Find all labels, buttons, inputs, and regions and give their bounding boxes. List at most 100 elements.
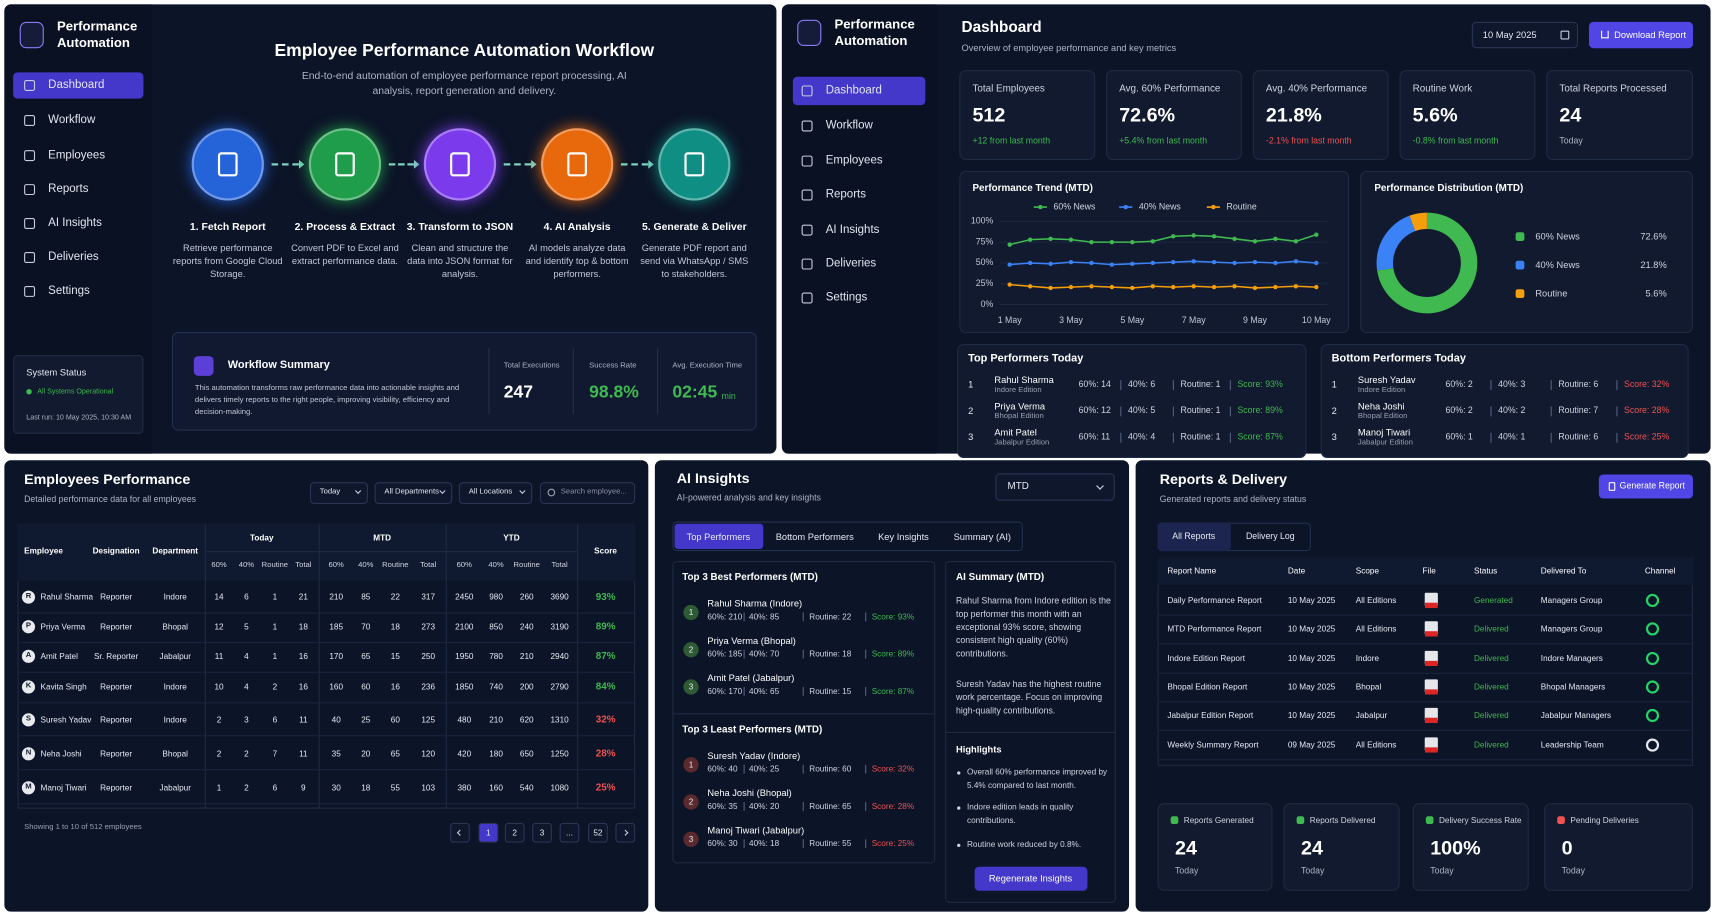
insight-name: Amit Patel (Jabalpur): [707, 672, 795, 684]
cell: 103: [421, 782, 436, 793]
cell: 540: [519, 782, 534, 793]
nav-item[interactable]: Deliveries: [48, 250, 99, 264]
stat: 40%: 70: [749, 648, 780, 659]
step-title: 1. Fetch Report: [189, 221, 266, 234]
legend-value: 5.6%: [1645, 287, 1667, 299]
separator: [743, 687, 745, 696]
stat-card: [1544, 803, 1694, 891]
nav-item[interactable]: Workflow: [48, 113, 96, 127]
page-number[interactable]: 52: [593, 827, 603, 838]
button-text[interactable]: Generate Report: [1619, 481, 1685, 491]
page-number[interactable]: 1: [486, 827, 491, 838]
button-text[interactable]: Regenerate Insights: [988, 872, 1073, 884]
cell: Managers Group: [1540, 623, 1603, 634]
page-number[interactable]: 2: [512, 827, 517, 838]
stat: 40%: 18: [749, 838, 780, 849]
page-button[interactable]: [504, 822, 525, 843]
cell: Jabalpur: [159, 782, 191, 793]
page-number[interactable]: 3: [539, 827, 545, 838]
row-divider: [1157, 672, 1694, 674]
stat: Routine: 6: [1558, 379, 1599, 389]
insight-name: Rahul Sharma (Indore): [707, 597, 803, 609]
page-number[interactable]: ...: [566, 827, 573, 838]
cell: 1: [272, 651, 278, 662]
column-header: Date: [1287, 565, 1306, 576]
column-header: Score: [594, 546, 618, 556]
cell: 65: [390, 748, 400, 759]
nav-item[interactable]: Dashboard: [48, 78, 105, 92]
insight-name: Neha Joshi (Bhopal): [707, 787, 792, 799]
tab[interactable]: All Reports: [1172, 531, 1216, 542]
cell: 2: [216, 748, 222, 759]
page-button[interactable]: [532, 822, 552, 843]
logo: [19, 21, 44, 49]
page-button[interactable]: [450, 822, 470, 843]
page-button[interactable]: [478, 822, 499, 843]
filter[interactable]: [458, 482, 533, 505]
stat: Routine: 1: [1180, 379, 1221, 389]
score: Score: 28%: [871, 801, 915, 812]
stat: Routine: 15: [809, 686, 852, 697]
insight-name: Suresh Yadav (Indore): [707, 750, 801, 762]
separator: [1550, 380, 1552, 391]
cell: 480: [457, 714, 472, 725]
stat: 60%: 1: [1445, 431, 1473, 442]
nav-item[interactable]: Reports: [825, 187, 866, 201]
avatar: [21, 590, 36, 604]
cell: 1: [272, 592, 278, 602]
step-text: Generate PDF report and send via WhatsAp…: [640, 242, 749, 280]
pdf-icon: [1424, 592, 1438, 609]
page-button[interactable]: [615, 822, 636, 843]
nav-item[interactable]: Settings: [825, 290, 868, 304]
separator: [865, 612, 867, 622]
tab[interactable]: Bottom Performers: [775, 531, 854, 543]
legend-label: Routine: [1535, 287, 1568, 299]
filter[interactable]: [309, 482, 368, 505]
separator: [1172, 380, 1174, 391]
nav-item[interactable]: Reports: [48, 182, 89, 196]
date-picker[interactable]: [1471, 21, 1579, 49]
nav-item[interactable]: Workflow: [825, 118, 873, 132]
regenerate-button[interactable]: [974, 866, 1088, 891]
legend-swatch: [1515, 260, 1525, 270]
tab[interactable]: Key Insights: [878, 531, 929, 543]
sub-header: 60%: [456, 561, 472, 570]
tab[interactable]: Delivery Log: [1245, 531, 1295, 542]
nav-item[interactable]: Deliveries: [825, 256, 877, 271]
sub-header: 40%: [238, 561, 255, 570]
group-header: Today: [249, 532, 274, 543]
cell: All Editions: [1355, 623, 1397, 634]
row-divider: [1157, 701, 1694, 703]
nav-item[interactable]: AI Insights: [48, 216, 102, 230]
score: Score: 87%: [871, 686, 915, 697]
stat: Routine: 1: [1180, 405, 1221, 416]
employee-name: Priya Verma: [40, 621, 86, 632]
tab[interactable]: Top Performers: [686, 531, 751, 543]
separator: [1229, 380, 1231, 391]
stat: Routine: 55: [809, 838, 852, 849]
nav-item[interactable]: Settings: [48, 284, 90, 298]
highlight: Indore edition leads in quality contribu…: [966, 802, 1074, 826]
cell: Indore: [163, 592, 187, 602]
filter[interactable]: [374, 482, 453, 505]
step-text: Clean and structure the data into JSON f…: [407, 242, 513, 280]
row-divider: [1157, 614, 1694, 616]
nav-item[interactable]: Employees: [825, 153, 883, 168]
nav-icon: [24, 252, 36, 263]
cell: 380: [457, 782, 472, 793]
period-select[interactable]: [995, 473, 1115, 501]
arrow-head: [531, 159, 537, 169]
page-button[interactable]: [559, 822, 580, 843]
nav-item[interactable]: Dashboard: [825, 83, 882, 97]
separator: [865, 687, 867, 696]
cell: 160: [329, 681, 344, 692]
nav-item[interactable]: AI Insights: [825, 222, 880, 237]
nav-item[interactable]: Employees: [48, 148, 106, 162]
separator: [1616, 380, 1618, 391]
rank: 3: [688, 834, 694, 845]
divider: [657, 348, 659, 415]
tab[interactable]: Summary (AI): [953, 531, 1012, 543]
page-button[interactable]: [588, 822, 608, 843]
download-button[interactable]: [1588, 21, 1694, 49]
search-box[interactable]: [539, 482, 636, 505]
